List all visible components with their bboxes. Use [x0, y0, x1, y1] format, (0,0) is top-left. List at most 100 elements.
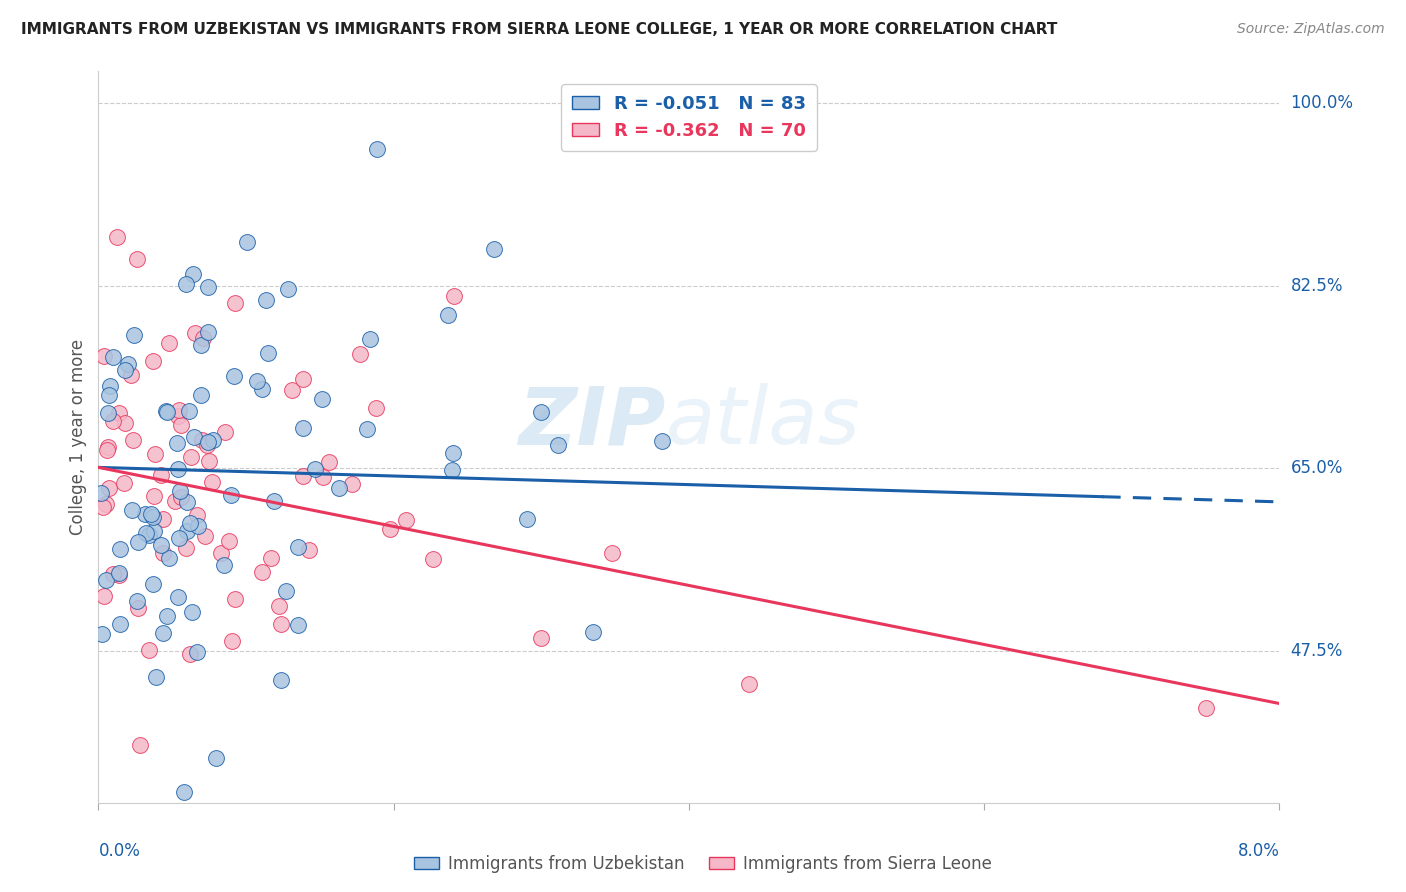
Point [222, 368, 245, 383]
Point [184, 326, 207, 340]
Point [122, 327, 145, 342]
Point [270, 617, 292, 632]
Point [149, 538, 172, 552]
Point [257, 346, 280, 360]
Point [170, 417, 193, 432]
Point [422, 551, 444, 566]
Point [441, 446, 464, 460]
Point [96, 573, 118, 587]
Point [91, 500, 114, 514]
Point [212, 558, 235, 572]
Point [156, 405, 179, 419]
Point [101, 350, 124, 364]
Point [166, 591, 188, 605]
Point [277, 282, 299, 296]
Point [101, 567, 124, 582]
Point [174, 277, 197, 291]
Text: ZIP: ZIP [517, 384, 665, 461]
Point [201, 475, 224, 489]
Point [291, 468, 314, 483]
Point [142, 577, 165, 591]
Point [142, 353, 165, 368]
Point [97, 440, 120, 454]
Point [530, 631, 553, 645]
Point [134, 507, 156, 521]
Point [120, 368, 142, 383]
Point [112, 476, 135, 491]
Point [93, 349, 115, 363]
Point [298, 542, 321, 557]
Text: 8.0%: 8.0% [1237, 842, 1279, 860]
Point [174, 541, 197, 555]
Point [441, 463, 464, 477]
Point [530, 405, 553, 419]
Point [135, 525, 157, 540]
Point [108, 616, 131, 631]
Point [281, 384, 304, 398]
Point [395, 513, 418, 527]
Point [91, 627, 114, 641]
Point [263, 493, 285, 508]
Point [105, 229, 128, 244]
Point [114, 416, 136, 430]
Point [138, 527, 160, 541]
Point [166, 436, 188, 450]
Point [359, 332, 381, 346]
Point [152, 546, 174, 560]
Point [122, 434, 145, 448]
Point [141, 508, 163, 522]
Point [152, 512, 174, 526]
Point [218, 533, 240, 548]
Y-axis label: College, 1 year or more: College, 1 year or more [69, 339, 87, 535]
Point [169, 484, 191, 499]
Point [125, 252, 148, 267]
Point [101, 414, 124, 428]
Point [1195, 700, 1218, 714]
Point [127, 601, 149, 615]
Point [108, 406, 131, 420]
Point [738, 676, 761, 690]
Point [197, 434, 219, 449]
Point [108, 541, 131, 556]
Point [378, 522, 401, 536]
Point [157, 336, 180, 351]
Point [108, 566, 131, 580]
Point [180, 450, 202, 465]
Point [179, 516, 201, 530]
Point [318, 455, 340, 469]
Text: 47.5%: 47.5% [1291, 642, 1343, 660]
Point [90, 486, 112, 500]
Point [224, 295, 246, 310]
Point [602, 546, 624, 560]
Point [274, 583, 297, 598]
Point [194, 528, 217, 542]
Point [287, 540, 309, 554]
Point [150, 468, 173, 483]
Point [197, 325, 219, 339]
Point [219, 488, 242, 502]
Point [97, 481, 120, 495]
Point [516, 511, 538, 525]
Point [191, 434, 214, 448]
Legend: R = -0.051   N = 83, R = -0.362   N = 70: R = -0.051 N = 83, R = -0.362 N = 70 [561, 84, 817, 151]
Point [287, 618, 309, 632]
Point [138, 643, 160, 657]
Point [187, 519, 209, 533]
Point [176, 524, 198, 538]
Point [167, 403, 190, 417]
Point [291, 372, 314, 386]
Point [129, 738, 152, 752]
Point [252, 565, 274, 579]
Point [221, 634, 243, 648]
Point [167, 409, 190, 423]
Point [482, 242, 505, 256]
Point [98, 388, 121, 402]
Point [250, 382, 273, 396]
Text: Source: ZipAtlas.com: Source: ZipAtlas.com [1237, 22, 1385, 37]
Point [260, 550, 283, 565]
Point [340, 477, 363, 491]
Point [152, 626, 174, 640]
Point [181, 267, 204, 281]
Point [169, 490, 191, 504]
Point [269, 599, 291, 614]
